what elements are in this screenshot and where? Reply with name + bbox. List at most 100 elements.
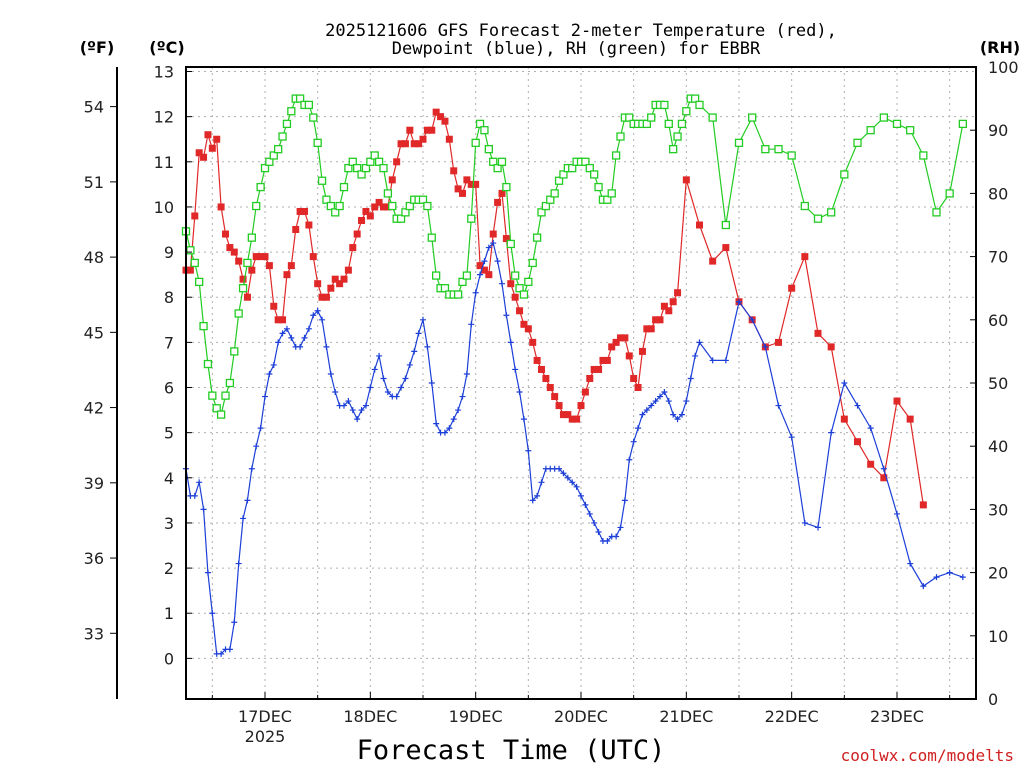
temperature-point xyxy=(410,140,418,148)
dewpoint-point xyxy=(692,352,699,359)
temperature-point xyxy=(318,293,326,301)
rh-tick-label: 10 xyxy=(988,627,1008,646)
dewpoint-point xyxy=(788,434,795,441)
rh-point xyxy=(462,271,472,280)
rh-point xyxy=(669,145,678,154)
rh-point xyxy=(238,284,248,293)
rh-point xyxy=(554,176,564,185)
temperature-point xyxy=(248,266,256,274)
temperature-point xyxy=(546,384,554,392)
temperature-point xyxy=(467,180,475,188)
dewpoint-point xyxy=(332,389,339,396)
rh-point xyxy=(353,163,362,173)
temperature-point xyxy=(217,203,225,211)
credit-text: coolwx.com/modelts xyxy=(841,746,1014,765)
rh-point xyxy=(234,309,243,318)
temperature-point xyxy=(573,415,581,423)
rh-point xyxy=(269,151,278,160)
rh-point xyxy=(664,119,673,129)
temperature-point xyxy=(722,244,730,252)
temperature-point xyxy=(524,325,532,333)
dewpoint-point xyxy=(657,393,663,400)
temperature-point xyxy=(472,180,480,188)
temperature-point xyxy=(494,198,502,206)
celsius-tick-label: 7 xyxy=(164,333,174,352)
rh-point xyxy=(335,201,344,211)
temperature-point xyxy=(371,203,379,211)
rh-point xyxy=(524,277,533,287)
rh-point xyxy=(374,157,384,166)
rh-point xyxy=(247,233,256,242)
rh-point xyxy=(287,107,296,116)
temperature-point xyxy=(415,140,423,148)
dewpoint-point xyxy=(617,524,624,531)
rh-point xyxy=(660,100,669,110)
rh-point xyxy=(225,378,235,388)
dewpoint-point xyxy=(591,519,598,526)
dewpoint-point xyxy=(946,569,953,576)
dewpoint-point xyxy=(604,538,611,544)
dewpoint-point xyxy=(411,348,418,355)
rh-point xyxy=(344,163,353,173)
temperature-series xyxy=(182,108,927,509)
dewpoint-point xyxy=(573,483,580,490)
dewpoint-point xyxy=(512,366,519,373)
rh-point xyxy=(607,189,616,198)
dewpoint-point xyxy=(196,479,203,486)
rh-point xyxy=(401,208,410,217)
dewpoint-point xyxy=(402,375,409,382)
fahrenheit-tick-label: 36 xyxy=(84,549,104,568)
rh-point xyxy=(892,119,902,129)
dewpoint-point xyxy=(485,244,492,251)
x-tick-label: 22DEC xyxy=(765,707,819,726)
rh-point xyxy=(208,391,217,400)
temperature-point xyxy=(437,113,445,121)
dewpoint-point xyxy=(643,407,650,414)
dewpoint-point xyxy=(652,398,659,405)
dewpoint-point xyxy=(319,316,326,323)
celsius-tick-label: 6 xyxy=(164,379,174,398)
dewpoint-point xyxy=(349,407,356,414)
fahrenheit-unit-label: (ºF) xyxy=(80,38,115,57)
dewpoint-point xyxy=(674,416,681,423)
rh-point xyxy=(708,113,717,122)
dewpoint-point xyxy=(586,510,593,517)
temperature-point xyxy=(608,343,616,351)
rh-point xyxy=(260,163,270,173)
dewpoint-point xyxy=(270,361,277,368)
temperature-point xyxy=(893,397,901,405)
temperature-point xyxy=(322,293,330,301)
rh-point xyxy=(475,119,485,129)
dewpoint-point xyxy=(630,438,637,445)
dewpoint-point xyxy=(420,316,426,323)
temperature-point xyxy=(854,438,861,446)
celsius-tick-label: 3 xyxy=(164,514,174,533)
temperature-point xyxy=(309,253,317,261)
temperature-point xyxy=(208,144,216,152)
celsius-unit-label: (ºC) xyxy=(149,38,184,57)
dewpoint-point xyxy=(323,343,330,350)
temperature-point xyxy=(656,316,664,324)
celsius-tick-label: 1 xyxy=(164,604,174,623)
rh-point xyxy=(484,145,493,154)
dewpoint-series xyxy=(183,240,966,657)
temperature-point xyxy=(230,248,238,256)
fahrenheit-tick-label: 45 xyxy=(84,323,104,342)
rh-point xyxy=(256,182,265,192)
temperature-point xyxy=(393,158,401,166)
rh-point xyxy=(853,138,862,147)
dewpoint-point xyxy=(231,619,238,626)
dewpoint-point xyxy=(428,380,435,386)
dewpoint-point xyxy=(424,343,431,350)
dewpoint-point xyxy=(314,307,321,314)
dewpoint-point xyxy=(459,393,466,400)
dewpoint-point xyxy=(433,420,440,427)
dewpoint-point xyxy=(556,465,563,472)
temperature-point xyxy=(204,131,212,139)
rh-point xyxy=(190,258,199,268)
rh-point xyxy=(489,157,498,166)
rh-point xyxy=(471,138,480,147)
temperature-point xyxy=(542,374,550,382)
dewpoint-point xyxy=(525,447,532,454)
dewpoint-point xyxy=(613,533,620,540)
